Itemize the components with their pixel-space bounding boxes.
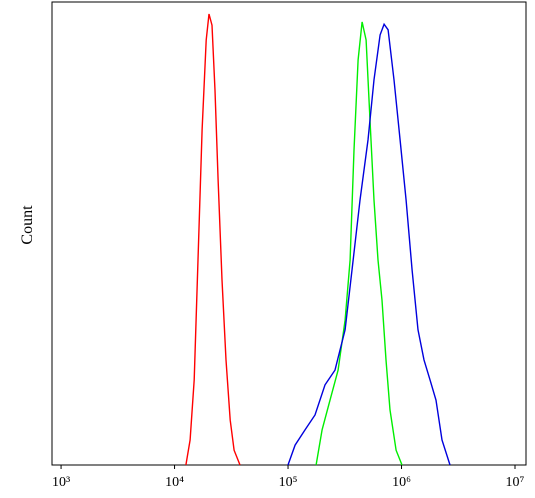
series-line [315,21,403,466]
series-line [287,22,451,466]
x-tick-label: 10³ [52,475,70,490]
plot-frame [51,1,527,466]
x-tick-label: 10⁶ [392,475,411,490]
x-tick-label: 10⁵ [279,475,298,490]
x-tick-label: 10⁷ [506,475,525,490]
x-tick-label: 10⁴ [165,475,184,490]
y-axis-label: Count [19,205,36,245]
series-line [185,13,241,466]
